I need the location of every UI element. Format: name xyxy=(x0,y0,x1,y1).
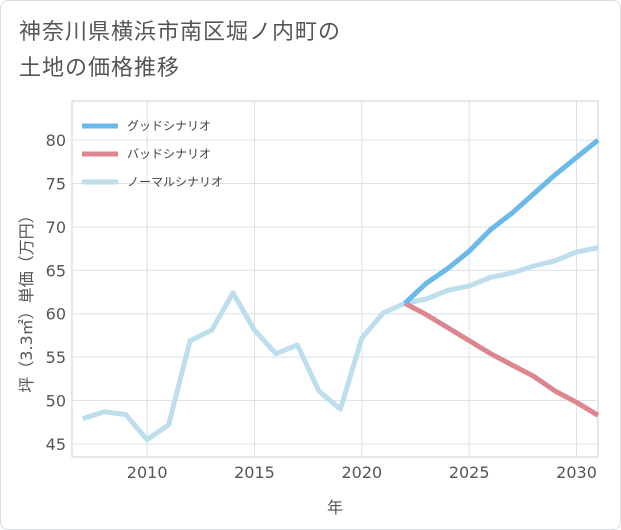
y-tick-80: 80 xyxy=(46,131,66,150)
x-tick-labels: 2010 2015 2020 2025 2030 xyxy=(127,463,597,482)
y-tick-50: 50 xyxy=(46,392,66,411)
grid-lines xyxy=(72,101,598,457)
plot-background xyxy=(71,100,599,458)
legend-label-1: グッドシナリオ xyxy=(127,119,211,133)
y-tick-75: 75 xyxy=(46,174,66,193)
series-line-3 xyxy=(81,245,599,443)
y-tick-45: 45 xyxy=(46,435,66,454)
series-lines xyxy=(81,138,600,443)
chart-title-line-2: 土地の価格推移 xyxy=(19,56,181,81)
y-tick-70: 70 xyxy=(46,218,66,237)
y-tick-60: 60 xyxy=(46,305,66,324)
series-line-2 xyxy=(403,301,600,418)
chart-title-line-1: 神奈川県横浜市南区堀ノ内町の xyxy=(19,20,342,45)
legend-label-2: バッドシナリオ xyxy=(127,147,211,161)
x-tick-2030: 2030 xyxy=(556,463,597,482)
series-line-1 xyxy=(403,138,600,306)
x-tick-2015: 2015 xyxy=(234,463,275,482)
y-axis-label: 坪（3.3㎡）単価（万円） xyxy=(17,207,36,392)
y-tick-labels: 45 50 55 60 65 70 75 80 xyxy=(46,131,66,454)
y-tick-65: 65 xyxy=(46,261,66,280)
chart-title: 神奈川県横浜市南区堀ノ内町の 土地の価格推移 xyxy=(19,15,341,87)
x-tick-2020: 2020 xyxy=(341,463,382,482)
x-axis-label: 年 xyxy=(327,498,343,517)
y-tick-55: 55 xyxy=(46,348,66,367)
legend-label-3: ノーマルシナリオ xyxy=(127,175,223,189)
x-tick-2010: 2010 xyxy=(127,463,168,482)
x-tick-2025: 2025 xyxy=(449,463,490,482)
